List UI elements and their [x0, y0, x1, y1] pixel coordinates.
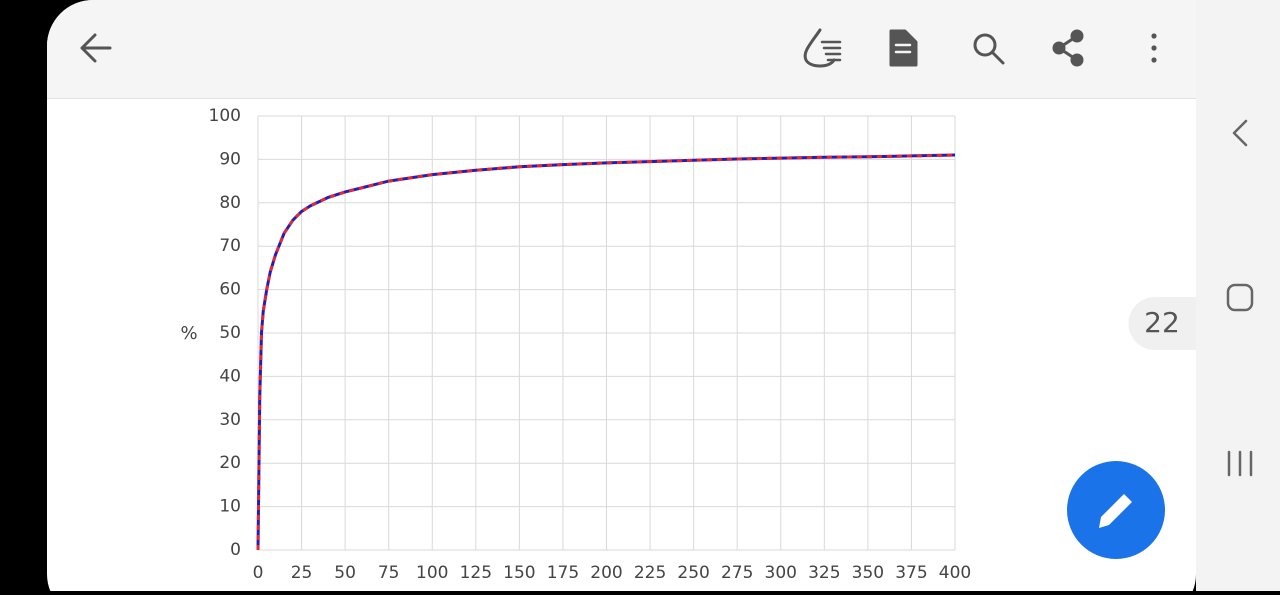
search-button[interactable]	[973, 33, 1005, 65]
page-badge	[1128, 297, 1196, 350]
nav-recents[interactable]	[1227, 450, 1253, 477]
document-button[interactable]	[889, 29, 918, 67]
x-tick-label: 400	[939, 563, 971, 583]
x-tick-label: 325	[808, 563, 840, 583]
reading-mode-button[interactable]	[803, 28, 842, 68]
y-tick-label: 60	[219, 280, 241, 300]
viewer-panel	[47, 0, 1196, 595]
more-button[interactable]	[1151, 33, 1157, 63]
nav-bar	[1196, 0, 1280, 591]
y-axis-label: %	[180, 323, 197, 344]
x-tick-label: 100	[416, 563, 448, 583]
x-tick-label: 175	[547, 563, 579, 583]
x-tick-label: 225	[634, 563, 666, 583]
y-tick-label: 40	[219, 366, 241, 386]
nav-back[interactable]	[1232, 119, 1248, 147]
x-tick-label: 350	[852, 563, 884, 583]
y-tick-label: 0	[230, 540, 241, 560]
y-tick-label: 10	[219, 497, 241, 517]
x-tick-label: 300	[765, 563, 797, 583]
nav-home[interactable]	[1226, 283, 1254, 312]
y-tick-label: 20	[219, 453, 241, 473]
x-tick-label: 125	[460, 563, 492, 583]
x-tick-label: 375	[895, 563, 927, 583]
share-button[interactable]	[1052, 29, 1084, 67]
y-tick-label: 90	[219, 149, 241, 169]
pencil-icon	[1099, 494, 1132, 528]
x-tick-label: 0	[253, 563, 264, 583]
y-tick-label: 50	[219, 323, 241, 343]
chart: 0 10 20 30 40 50 60 70 80 90 100 0 25 50 75 100 125 150 17…	[209, 106, 972, 583]
x-tick-label: 250	[677, 563, 709, 583]
edit-button[interactable]	[1067, 461, 1165, 559]
y-tick-label: 100	[209, 106, 241, 126]
x-tick-label: 75	[378, 563, 400, 583]
y-tick-label: 30	[219, 410, 241, 430]
back-button[interactable]	[80, 33, 112, 63]
x-tick-label: 275	[721, 563, 753, 583]
x-tick-label: 150	[503, 563, 535, 583]
x-tick-label: 25	[291, 563, 313, 583]
toolbar	[47, 0, 1196, 98]
y-tick-label: 70	[219, 236, 241, 256]
data-line	[256, 153, 956, 551]
y-tick-label: 80	[219, 193, 241, 213]
x-tick-label: 200	[590, 563, 622, 583]
page-number: 22	[1144, 306, 1180, 339]
x-tick-label: 50	[334, 563, 356, 583]
